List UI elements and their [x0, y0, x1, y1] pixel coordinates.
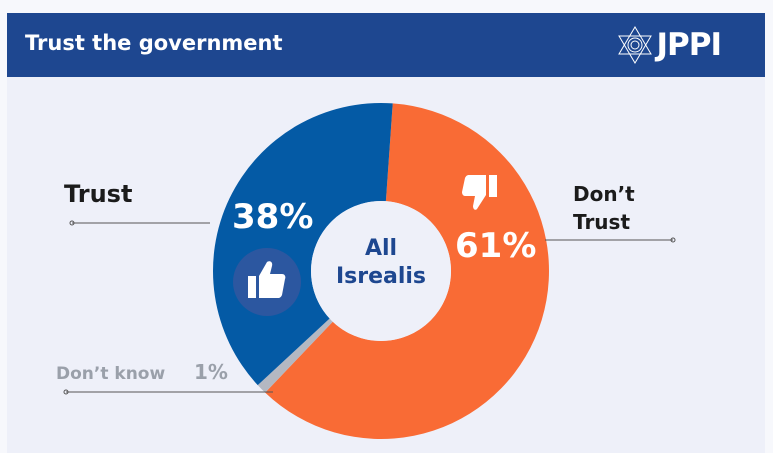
trust-leader-line-dot — [69, 220, 75, 226]
dont-know-label: Don’t know — [56, 364, 166, 384]
dont-trust-label-line2: Trust — [573, 210, 631, 234]
dont-trust-leader-line-dot — [670, 237, 676, 243]
donut-hole — [311, 201, 451, 341]
thumbs-up-icon — [248, 261, 286, 298]
star-of-david-icon — [618, 26, 653, 64]
dont-know-leader-line-dot — [63, 389, 69, 395]
dont-trust-label-line1: Don’t — [573, 182, 635, 206]
center-label-line1: All — [364, 236, 398, 261]
slice-don-t-know — [257, 318, 333, 393]
thumbs-down-icon — [462, 175, 497, 210]
center-label-line2: Isrealis — [335, 264, 427, 289]
dont-know-value: 1% — [194, 360, 228, 384]
header-bar: Trust the government JPPI — [7, 13, 765, 77]
page-title: Trust the government — [25, 31, 283, 55]
trust-label: Trust — [64, 180, 133, 208]
jppi-logo: JPPI — [616, 25, 722, 65]
logo-text: JPPI — [656, 27, 722, 63]
dont-trust-value: 61% — [455, 226, 537, 266]
trust-value: 38% — [232, 197, 314, 237]
